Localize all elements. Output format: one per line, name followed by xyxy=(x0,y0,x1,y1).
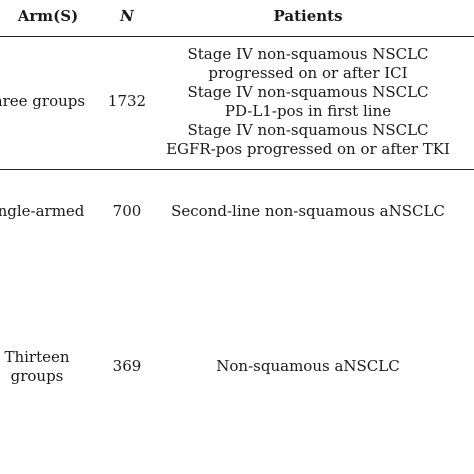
header-arm: Arm(S) xyxy=(17,7,79,25)
row1-patients-line-3: Stage IV non-squamous NSCLC xyxy=(187,83,429,101)
row3-patients: Non-squamous aNSCLC xyxy=(158,357,458,376)
row1-arm: hree groups xyxy=(0,92,86,110)
row1-patients-line-2: progressed on or after ICI xyxy=(208,64,408,82)
row3-patients-line-1: Non-squamous aNSCLC xyxy=(216,357,400,375)
row1-rule xyxy=(0,169,474,170)
row3-arm-line-2: groups xyxy=(10,367,64,385)
row3-arm: Thirteen groups xyxy=(0,348,82,386)
row2-arm: ngle-armed xyxy=(0,202,85,220)
header-rule xyxy=(0,36,474,37)
row3-n: 369 xyxy=(112,357,142,375)
row2-patients: Second-line non-squamous aNSCLC xyxy=(158,202,458,221)
row1-n: 1732 xyxy=(107,92,147,110)
header-patients: Patients xyxy=(273,7,343,25)
row1-patients-line-4: PD-L1-pos in first line xyxy=(224,102,392,120)
row1-patients-line-1: Stage IV non-squamous NSCLC xyxy=(187,45,429,63)
row2-patients-line-1: Second-line non-squamous aNSCLC xyxy=(171,202,445,220)
row1-patients-line-6: EGFR-pos progressed on or after TKI xyxy=(166,140,450,158)
row3-arm-line-1: Thirteen xyxy=(4,348,70,366)
row1-patients-line-5: Stage IV non-squamous NSCLC xyxy=(187,121,429,139)
row2-n: 700 xyxy=(112,202,142,220)
row1-patients: Stage IV non-squamous NSCLC progressed o… xyxy=(158,45,458,159)
header-n: N xyxy=(120,7,134,25)
